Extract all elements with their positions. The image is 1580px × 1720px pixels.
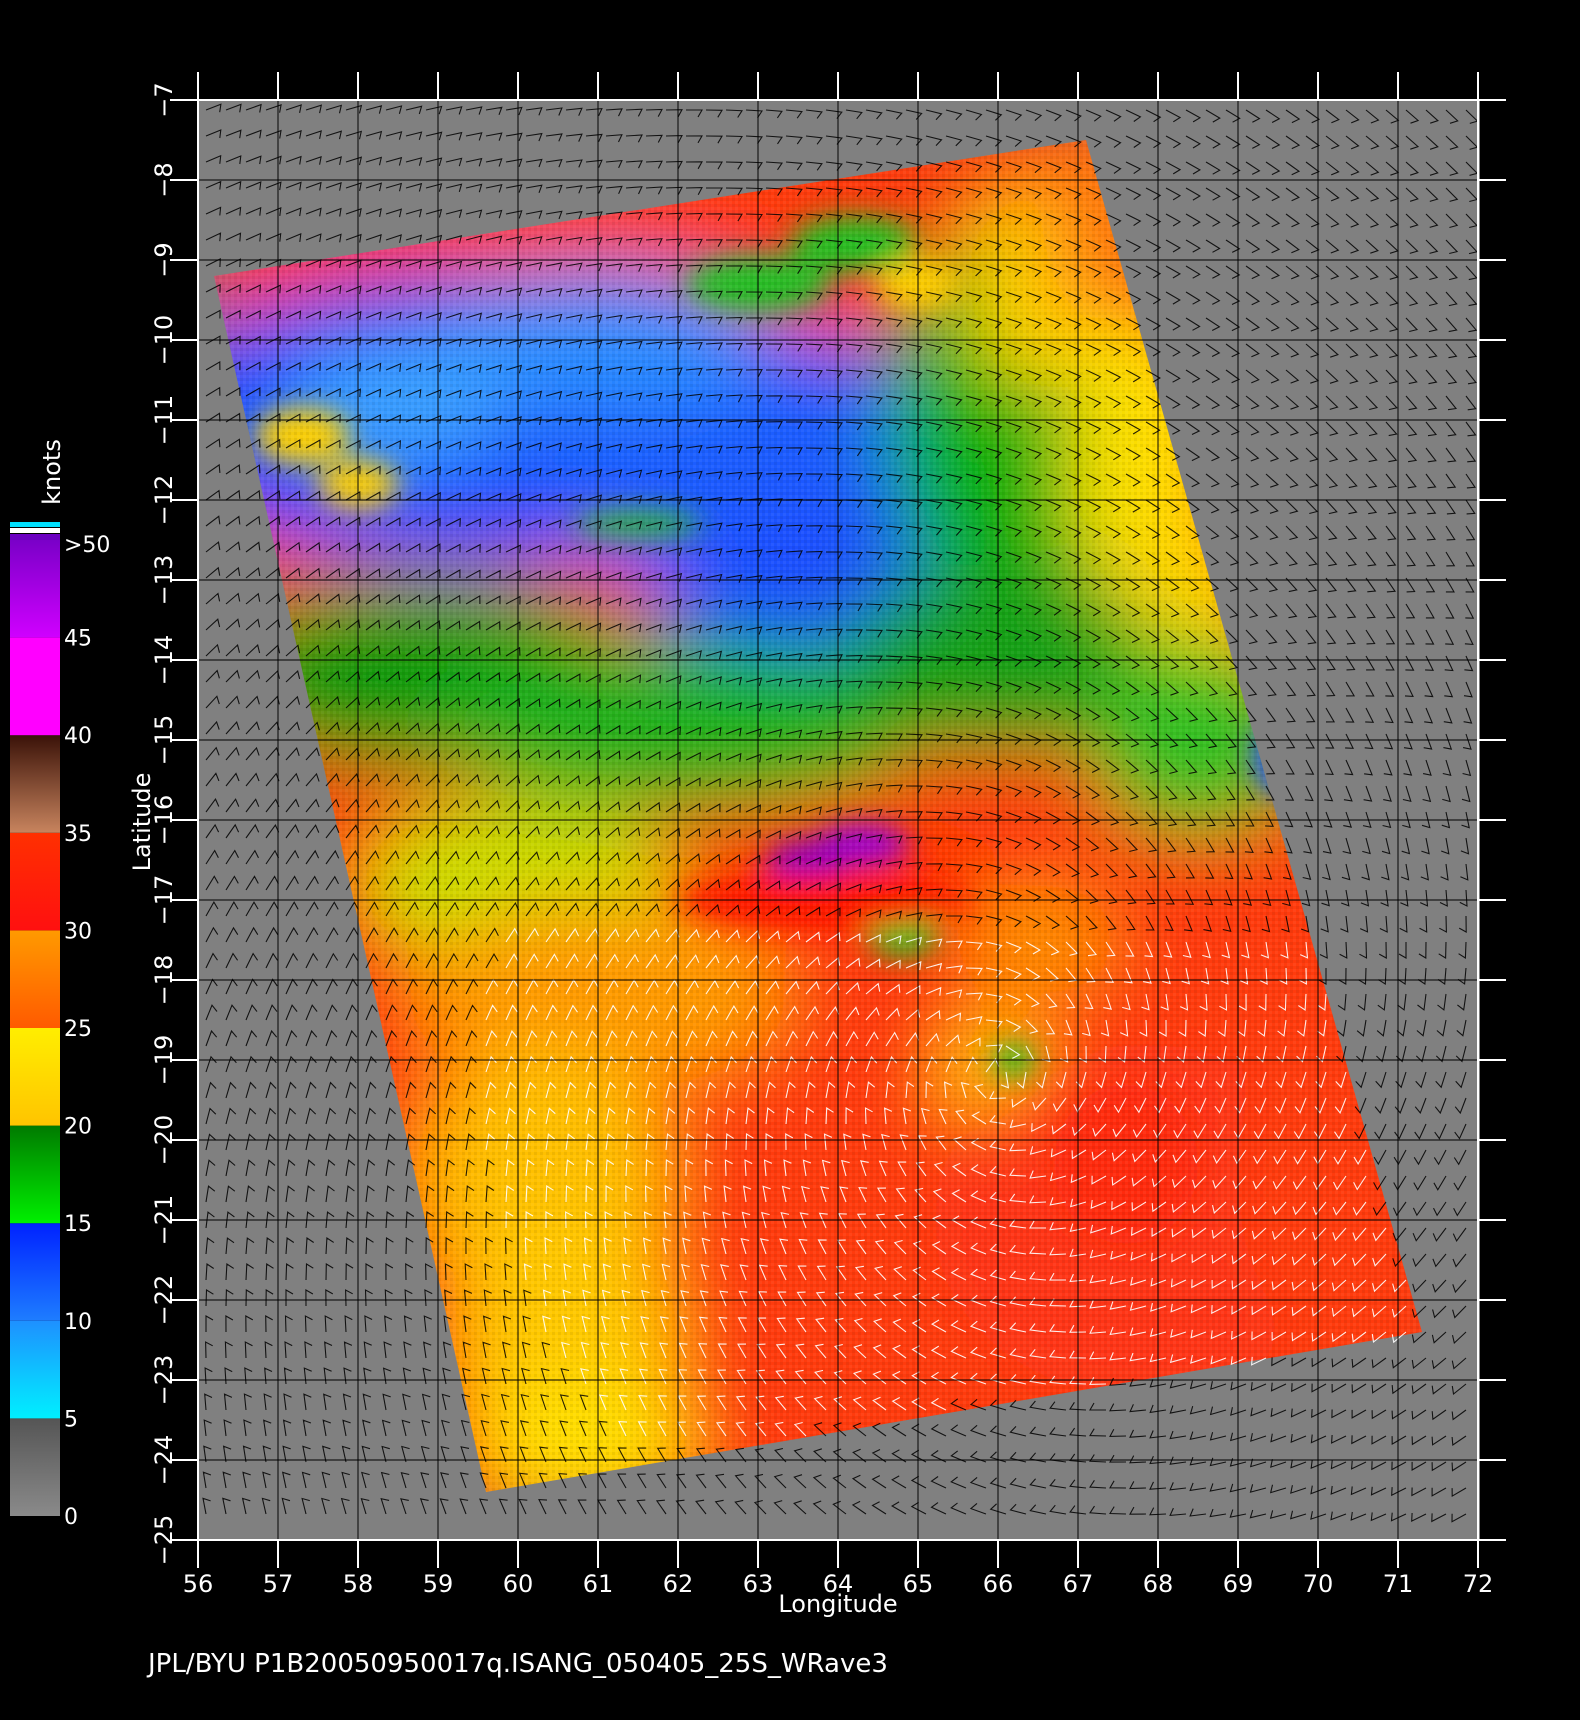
colorbar-tick-label: 30 (64, 919, 92, 944)
colorbar-tick-label: 35 (64, 822, 92, 847)
latitude-tick-label: −16 (150, 795, 178, 846)
longitude-tick-label: 58 (343, 1570, 374, 1598)
colorbar-tick-label: 15 (64, 1212, 92, 1237)
colorbar-band (10, 1320, 60, 1419)
colorbar-band (10, 540, 60, 638)
colorbar-tick-label: 40 (64, 724, 92, 749)
longitude-tick-label: 70 (1303, 1570, 1334, 1598)
latitude-tick-label: −8 (150, 162, 178, 197)
latitude-tick-label: −12 (150, 475, 178, 526)
longitude-tick-label: 72 (1463, 1570, 1494, 1598)
latitude-tick-label: −15 (150, 715, 178, 766)
latitude-tick-label: −21 (150, 1195, 178, 1246)
colorbar-band (10, 832, 60, 931)
longitude-tick-label: 61 (583, 1570, 614, 1598)
colorbar-band (10, 1125, 60, 1224)
latitude-tick-label: −13 (150, 555, 178, 606)
colorbar-band (10, 1418, 60, 1516)
latitude-tick-label: −18 (150, 955, 178, 1006)
latitude-tick-label: −20 (150, 1115, 178, 1166)
longitude-tick-labels: 56 57 58 59 60 61 62 63 64 65 66 67 68 69 70 71 72 (183, 1570, 1494, 1598)
x-axis-label: Longitude (778, 1590, 897, 1618)
longitude-tick-label: 69 (1223, 1570, 1254, 1598)
latitude-tick-label: −23 (150, 1355, 178, 1406)
latitude-tick-label: −10 (150, 315, 178, 366)
colorbar-band (10, 930, 60, 1028)
latitude-tick-label: −19 (150, 1035, 178, 1086)
longitude-tick-label: 64 (823, 1570, 854, 1598)
longitude-tick-label: 63 (743, 1570, 774, 1598)
latitude-tick-label: −17 (150, 875, 178, 926)
longitude-tick-label: 56 (183, 1570, 214, 1598)
longitude-tick-label: 59 (423, 1570, 454, 1598)
latitude-tick-label: −24 (150, 1435, 178, 1486)
longitude-tick-label: 71 (1383, 1570, 1414, 1598)
longitude-tick-label: 65 (903, 1570, 934, 1598)
latitude-tick-labels: −7 −8 −9 −10 −11 −12 −13 −14 −15 −16 −17 −18 −19 −20 −… (150, 82, 178, 1565)
colorbar-title: knots (38, 439, 66, 505)
colorbar-tick-label: >50 (64, 533, 110, 558)
colorbar-band (10, 1028, 60, 1126)
y-axis-label: Latitude (128, 773, 156, 872)
colorbar-tick-label: 25 (64, 1017, 92, 1042)
longitude-tick-label: 67 (1063, 1570, 1094, 1598)
colorbar-tick-label: 45 (64, 627, 92, 652)
colorbar-tick-label: 20 (64, 1115, 92, 1140)
colorbar-tick-label: 10 (64, 1310, 92, 1335)
latitude-tick-label: −11 (150, 395, 178, 446)
latitude-tick-label: −7 (150, 82, 178, 117)
longitude-tick-label: 68 (1143, 1570, 1174, 1598)
plot-frame (170, 72, 1506, 1568)
longitude-tick-label: 57 (263, 1570, 294, 1598)
colorbar-band (10, 1223, 60, 1321)
colorbar-band (10, 637, 60, 736)
longitude-tick-label: 62 (663, 1570, 694, 1598)
colorbar-tick-label: 0 (64, 1505, 78, 1530)
latitude-tick-label: −25 (150, 1515, 178, 1566)
wind-barbs (202, 103, 1479, 1523)
colorbar-tick-label: 5 (64, 1407, 78, 1432)
wind-speed-colorbar: >50 45 40 35 30 25 20 15 10 5 0 (10, 522, 110, 1530)
latitude-tick-label: −22 (150, 1275, 178, 1326)
latitude-tick-label: −14 (150, 635, 178, 686)
longitude-tick-label: 66 (983, 1570, 1014, 1598)
longitude-tick-label: 60 (503, 1570, 534, 1598)
lat-lon-grid (198, 100, 1479, 1540)
colorbar-band (10, 735, 60, 833)
footer-caption: JPL/BYU P1B20050950017q.ISANG_050405_25S… (146, 1649, 888, 1679)
latitude-tick-label: −9 (150, 242, 178, 277)
